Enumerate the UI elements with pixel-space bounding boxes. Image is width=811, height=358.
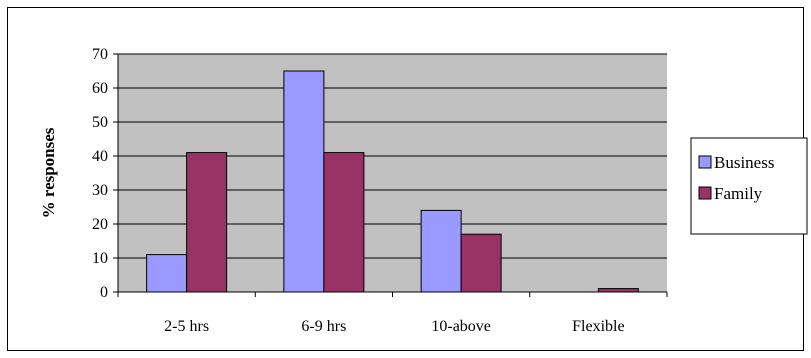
y-tick-label: 10: [92, 250, 108, 267]
legend-box: [690, 137, 808, 235]
y-tick-labels: 0 10 20 30 40 50 60 70: [92, 46, 108, 301]
bar-business-1: [283, 70, 325, 293]
axes: [113, 53, 668, 297]
bar-business-0: [146, 254, 188, 293]
legend-swatch-business: [698, 155, 712, 169]
y-tick-label: 40: [92, 148, 108, 165]
y-tick-label: 60: [92, 80, 108, 97]
bar-family-1: [323, 152, 365, 293]
legend-swatch-family: [698, 186, 712, 200]
y-axis-label: % responses: [39, 127, 58, 218]
x-tick-labels: 2-5 hrs 6-9 hrs 10-above Flexible: [164, 318, 624, 335]
y-tick-label: 0: [100, 284, 108, 301]
legend-label-family: Family: [714, 184, 763, 203]
y-tick-label: 50: [92, 114, 108, 131]
bar-family-2: [460, 233, 502, 293]
bar-business-2: [420, 209, 462, 293]
x-tick-label: 6-9 hrs: [301, 318, 346, 335]
x-tick-label: Flexible: [572, 318, 624, 335]
bar-family-3: [597, 288, 639, 293]
y-tick-label: 30: [92, 182, 108, 199]
y-tick-label: 20: [92, 216, 108, 233]
x-tick-label: 2-5 hrs: [164, 318, 209, 335]
legend-label-business: Business: [714, 153, 774, 172]
x-tick-label: 10-above: [431, 318, 491, 335]
bar-family-0: [186, 152, 228, 293]
y-tick-label: 70: [92, 46, 108, 63]
legend: Business Family: [690, 137, 808, 235]
